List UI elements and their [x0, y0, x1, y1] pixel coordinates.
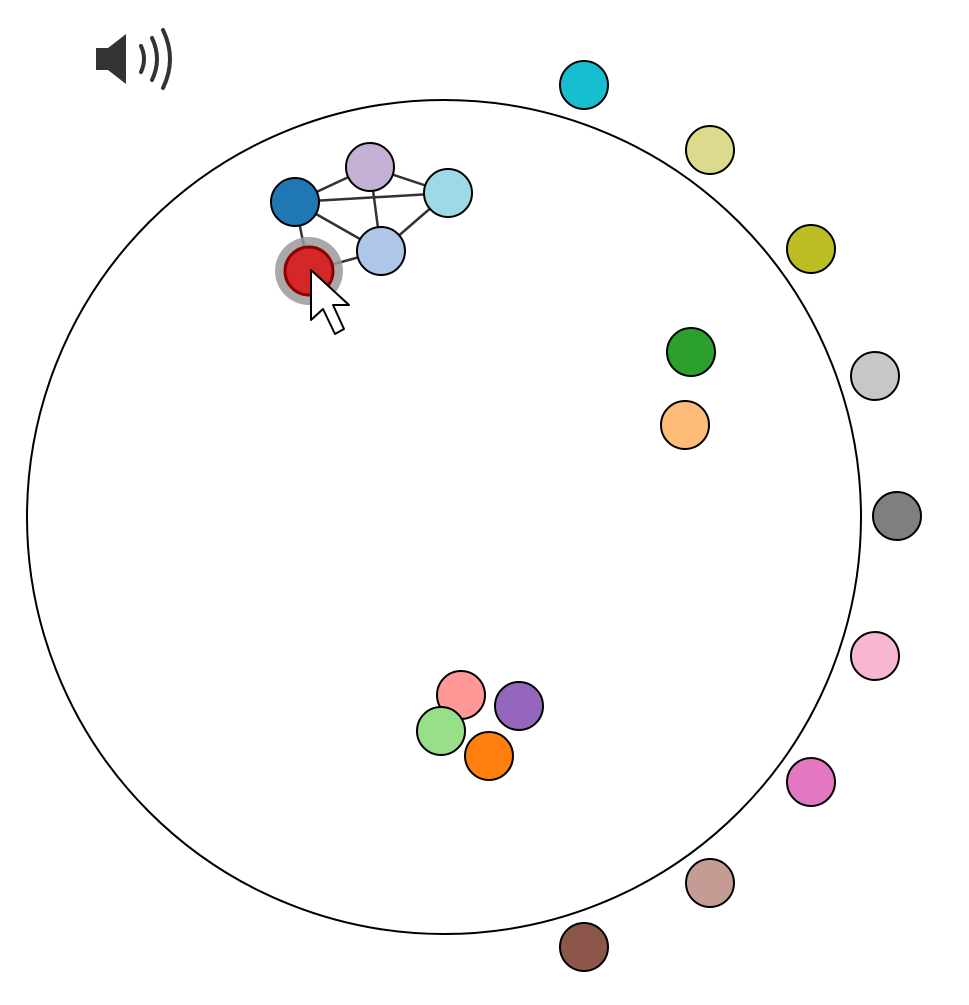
speaker-volume-icon	[96, 28, 172, 90]
arrow-cursor-icon	[310, 269, 350, 335]
node-magenta[interactable]	[786, 757, 836, 807]
node-khaki[interactable]	[685, 125, 735, 175]
node-layer	[270, 60, 922, 972]
node-brown[interactable]	[559, 922, 609, 972]
node-steelblue[interactable]	[270, 177, 320, 227]
node-purple[interactable]	[494, 681, 544, 731]
node-orange[interactable]	[464, 731, 514, 781]
node-olive[interactable]	[786, 224, 836, 274]
node-lavender[interactable]	[345, 142, 395, 192]
node-lightblue[interactable]	[356, 226, 406, 276]
node-pink[interactable]	[850, 631, 900, 681]
edge-steelblue-lightcyan	[294, 191, 449, 204]
arena-boundary-circle	[26, 99, 862, 935]
node-gray[interactable]	[872, 491, 922, 541]
node-cyan[interactable]	[559, 60, 609, 110]
node-lightgreen[interactable]	[416, 706, 466, 756]
sound-toggle-button[interactable]	[96, 28, 172, 90]
node-green[interactable]	[666, 327, 716, 377]
node-lightcyan[interactable]	[423, 168, 473, 218]
node-lightgray[interactable]	[850, 351, 900, 401]
node-peach[interactable]	[660, 400, 710, 450]
node-rosybrown[interactable]	[685, 858, 735, 908]
